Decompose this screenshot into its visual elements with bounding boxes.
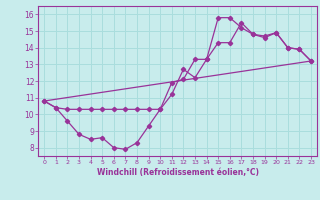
X-axis label: Windchill (Refroidissement éolien,°C): Windchill (Refroidissement éolien,°C) bbox=[97, 168, 259, 177]
